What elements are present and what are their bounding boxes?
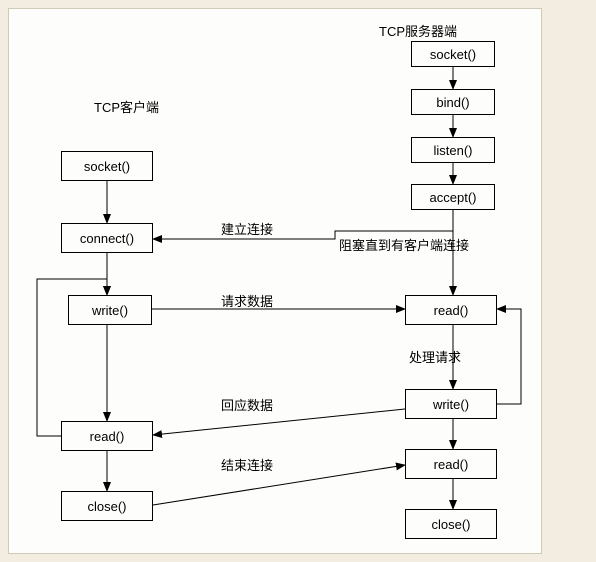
node-server-close: close()	[405, 509, 497, 539]
node-server-read2: read()	[405, 449, 497, 479]
label-process: 处理请求	[409, 347, 461, 366]
label-establish: 建立连接	[221, 219, 273, 238]
node-server-read1: read()	[405, 295, 497, 325]
node-server-write: write()	[405, 389, 497, 419]
node-server-socket: socket()	[411, 41, 495, 67]
label-request: 请求数据	[221, 291, 273, 310]
canvas: TCP客户端 TCP服务器端 socket() connect() write(…	[0, 0, 596, 562]
label-end: 结束连接	[221, 455, 273, 474]
node-client-close: close()	[61, 491, 153, 521]
node-server-bind: bind()	[411, 89, 495, 115]
label-response: 回应数据	[221, 395, 273, 414]
node-client-socket: socket()	[61, 151, 153, 181]
diagram-panel: TCP客户端 TCP服务器端 socket() connect() write(…	[8, 8, 542, 554]
title-server: TCP服务器端	[379, 21, 457, 40]
title-client: TCP客户端	[94, 97, 159, 116]
label-block: 阻塞直到有客户端连接	[339, 235, 469, 254]
node-server-listen: listen()	[411, 137, 495, 163]
node-client-read: read()	[61, 421, 153, 451]
node-client-write: write()	[68, 295, 152, 325]
node-server-accept: accept()	[411, 184, 495, 210]
node-client-connect: connect()	[61, 223, 153, 253]
